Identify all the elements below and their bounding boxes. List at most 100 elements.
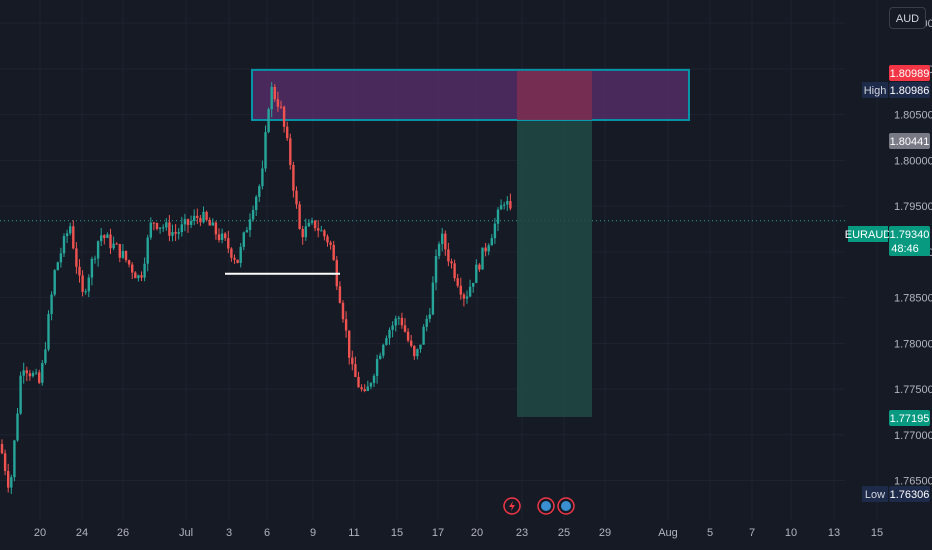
candle-body [434, 255, 438, 283]
candle-body [344, 319, 348, 331]
candle-body [406, 331, 410, 341]
candle-body [146, 237, 149, 264]
candle-body [437, 244, 441, 256]
event-marker[interactable] [537, 497, 555, 515]
candle-body [47, 314, 50, 350]
low-badge: Low 1.76306 [862, 486, 930, 502]
grey-level-badge-value: 1.80441 [890, 136, 930, 148]
candle-body [481, 247, 484, 270]
candle-body [441, 233, 444, 245]
time-tick-label: 20 [471, 527, 483, 539]
candle-body [444, 233, 447, 250]
candle-body [329, 242, 332, 245]
target-badge-value: 1.77195 [890, 413, 930, 425]
currency-button[interactable]: AUD [889, 7, 926, 29]
candle-body [0, 443, 4, 454]
grey-level-badge: 1.80441 [889, 133, 930, 149]
time-tick-label: 15 [391, 527, 403, 539]
stop-zone[interactable] [517, 70, 592, 121]
candle-body [304, 226, 307, 238]
target-badge-value-bg [889, 410, 930, 426]
event-marker[interactable] [557, 497, 575, 515]
candle-body [155, 223, 159, 229]
candle-body [100, 235, 103, 242]
candle-body [143, 263, 146, 278]
candle-body [96, 241, 100, 259]
target-badge: 1.77195 [889, 410, 930, 426]
candle-body [279, 106, 283, 108]
price-tick-label: 1.80500 [894, 110, 932, 122]
candle-body [131, 264, 134, 273]
candle-body [25, 370, 28, 374]
candle-body [171, 232, 174, 236]
candle-body [220, 233, 224, 241]
candle-body [50, 294, 53, 315]
candle-body [84, 291, 87, 293]
high-badge: High 1.80986 [862, 82, 930, 98]
event-marker[interactable] [503, 497, 521, 515]
candle-body [81, 275, 84, 292]
candle-body [158, 227, 162, 229]
candle-body [69, 226, 72, 234]
candle-body [251, 209, 255, 220]
candle-body [10, 477, 13, 488]
candle-body [403, 325, 407, 332]
candle-body [391, 325, 394, 330]
candle-body [261, 168, 264, 187]
candle-body [295, 190, 298, 205]
candle-body [366, 386, 369, 392]
candle-body [478, 264, 481, 270]
candle-body [484, 247, 487, 252]
candle-body [282, 106, 286, 127]
candle-body [493, 223, 497, 239]
candle-body [506, 200, 509, 205]
candle-body [341, 302, 345, 320]
supply-zone[interactable] [251, 68, 690, 122]
candle-body [168, 222, 171, 236]
price-tick-label: 1.78500 [894, 293, 932, 305]
candle-body [137, 275, 140, 279]
candle-body [7, 471, 10, 488]
high-badge-value-bg [889, 82, 930, 98]
candle-body [472, 282, 475, 287]
candle-body [465, 296, 469, 299]
candle-body [323, 230, 326, 237]
candle-body [90, 258, 94, 278]
candle-body [255, 196, 258, 210]
candle-body [425, 318, 428, 327]
time-tick-label: 25 [558, 527, 570, 539]
candle-body [109, 234, 112, 249]
candle-body [419, 344, 422, 350]
target-zone[interactable] [517, 120, 592, 417]
candle-body [56, 262, 59, 271]
candle-body [267, 109, 270, 133]
symbol-value: 1.79340 [890, 229, 930, 241]
candle-body [375, 358, 379, 376]
candle-body [320, 230, 323, 232]
candle-body [258, 186, 261, 197]
candle-body [310, 220, 314, 223]
candle-body [189, 220, 193, 225]
candle-body [127, 260, 131, 265]
candle-body [289, 138, 292, 165]
candle-body [273, 86, 276, 100]
candle-body [487, 245, 490, 252]
candle-body [301, 229, 304, 238]
candle-body [217, 234, 221, 241]
price-tick-label: 1.80000 [894, 155, 932, 167]
grid [0, 0, 878, 520]
candle-body [196, 215, 199, 219]
time-tick-label: 3 [226, 527, 232, 539]
candle-body [199, 218, 202, 223]
candle-body [93, 258, 97, 260]
candle-body [354, 364, 357, 377]
candle-body [428, 314, 431, 319]
candle-body [202, 211, 205, 223]
candle-body [475, 264, 478, 283]
time-tick-label: 24 [76, 527, 88, 539]
symbol-value-bg [889, 226, 930, 256]
time-tick-label: 10 [785, 527, 797, 539]
time-tick-label: 23 [516, 527, 528, 539]
